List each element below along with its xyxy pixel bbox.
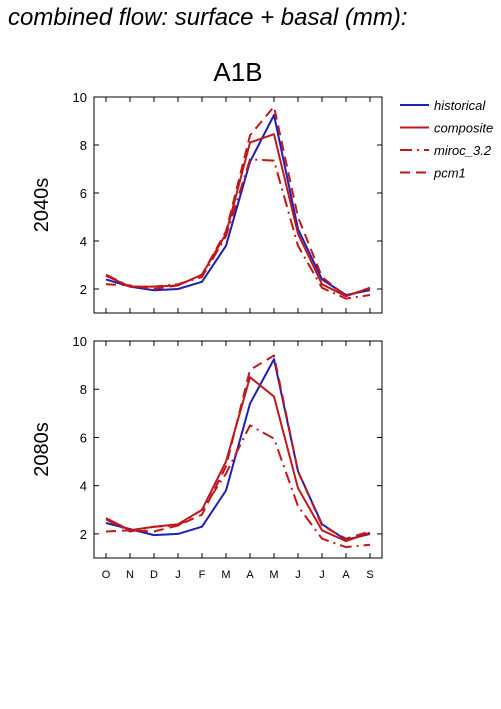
x-tick-label: A [342,569,350,581]
x-tick-label: M [221,569,230,581]
y-tick-label: 8 [80,382,87,397]
x-tick-label: D [150,569,158,581]
y-tick-label: 8 [80,138,87,153]
y-tick-label: 4 [80,234,87,249]
y-tick-label: 2 [80,282,87,297]
y-tick-label: 10 [73,334,87,349]
series-line-historical [105,114,371,296]
x-tick-label: O [102,569,111,581]
plot-frame [93,96,383,314]
series-line-composite [105,133,371,298]
x-tick-label: S [366,569,373,581]
x-tick-label: J [175,569,181,581]
legend-label-historical: historical [434,98,486,113]
plot-frame [93,340,383,559]
panel-label: 2080s [31,422,53,477]
panel-label: 2040s [31,178,53,233]
legend-label-composite: composite [434,121,493,136]
chart-legend: historical composite miroc_3.2 pcm1 [400,98,493,181]
x-tick-label: J [319,569,325,581]
x-tick-label: A [246,569,254,581]
panel-2080s: 2 4 6 8 10 O N D J F M A M J J A S 2080s [31,334,383,581]
y-tick-label: 10 [73,90,87,105]
y-tick-label: 6 [80,186,87,201]
legend-label-pcm1: pcm1 [433,166,466,181]
y-tick-label: 2 [80,527,87,542]
x-tick-label: N [126,569,134,581]
x-tick-label: F [199,569,206,581]
chart-panels: 2 4 6 8 10 2040s 2 4 6 8 10 O N D J F M A M J J A S 2080s [31,90,383,581]
panel-2040s: 2 4 6 8 10 2040s [31,90,383,314]
series-line-miroc_3.2 [105,158,371,300]
series-line-miroc_3.2 [105,424,371,549]
series-line-composite [105,376,371,543]
legend-label-miroc_3.2: miroc_3.2 [434,143,492,158]
page-title: combined flow: surface + basal (mm): [8,4,408,31]
series-line-pcm1 [105,105,371,298]
y-tick-label: 6 [80,430,87,445]
series-line-historical [105,358,371,541]
x-tick-label: J [295,569,301,581]
x-tick-label: M [269,569,278,581]
chart-title: A1B [213,57,262,87]
y-tick-label: 4 [80,479,87,494]
